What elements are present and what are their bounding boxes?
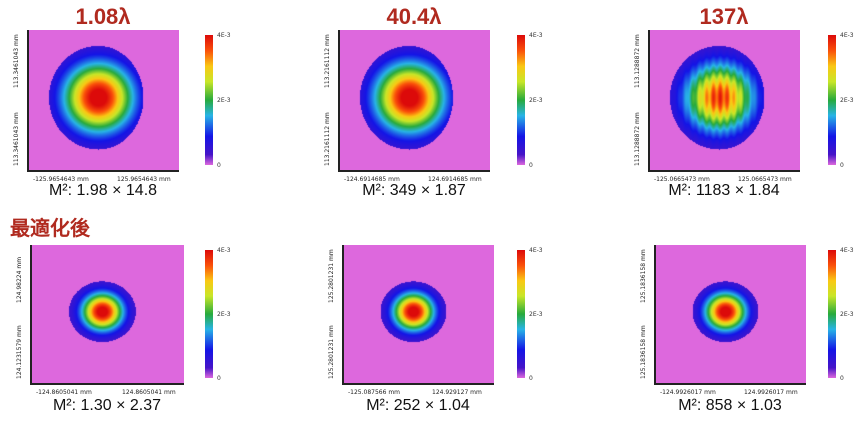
m2-caption: M²: 1183 × 1.84 [668, 182, 780, 199]
chart-title: 1.08λ [75, 4, 131, 29]
beam-profile-plot [27, 30, 179, 172]
colorbar [517, 250, 525, 378]
section-label: 最適化後 [10, 216, 90, 240]
colorbar [205, 35, 213, 165]
colorbar-tick-label: 4E-3 [529, 247, 543, 254]
x-tick-label: -125.0665473 mm [654, 176, 710, 183]
y-tick-label: 124.98224 mm [16, 256, 23, 303]
chart-title: 40.4λ [386, 4, 442, 29]
x-tick-label: -125.9654643 mm [33, 176, 89, 183]
colorbar-tick-label: 4E-3 [217, 32, 231, 39]
x-tick-label: 125.0665473 mm [738, 176, 792, 183]
colorbar [205, 250, 213, 378]
y-tick-label: 125.2801231 mm [328, 249, 335, 303]
colorbar [828, 250, 836, 378]
beam-heatmap [344, 245, 494, 383]
x-tick-label: -125.087566 mm [348, 389, 401, 396]
colorbar-tick-label: 2E-3 [217, 97, 231, 104]
beam-profile-plot [30, 245, 184, 385]
x-tick-label: 125.9654643 mm [117, 176, 171, 183]
m2-caption: M²: 1.98 × 14.8 [48, 182, 158, 199]
colorbar-tick-label: 4E-3 [217, 247, 231, 254]
colorbar-tick-label: 0 [529, 162, 533, 169]
colorbar-tick-label: 2E-3 [529, 311, 543, 318]
beam-profile-plot [648, 30, 800, 172]
beam-heatmap [32, 245, 184, 383]
colorbar-tick-label: 2E-3 [217, 311, 231, 318]
x-tick-label: 124.9926017 mm [744, 389, 798, 396]
colorbar-tick-label: 4E-3 [529, 32, 543, 39]
x-tick-label: -124.8605041 mm [36, 389, 92, 396]
x-tick-label: -124.6914685 mm [344, 176, 400, 183]
colorbar-tick-label: 0 [840, 375, 844, 382]
y-tick-label: 124.1231579 mm [16, 325, 23, 379]
y-tick-label: 113.3461043 mm [13, 112, 20, 166]
y-tick-label: 113.2161112 mm [324, 34, 331, 88]
beam-profile-plot [342, 245, 494, 385]
colorbar-tick-label: 4E-3 [840, 32, 854, 39]
m2-caption: M²: 252 × 1.04 [366, 397, 470, 414]
colorbar-tick-label: 0 [217, 162, 221, 169]
colorbar-tick-label: 4E-3 [840, 247, 854, 254]
y-tick-label: 113.1288872 mm [634, 112, 641, 166]
y-tick-label: 125.2801231 mm [328, 325, 335, 379]
y-tick-label: 113.1288872 mm [634, 34, 641, 88]
beam-heatmap [29, 30, 179, 170]
y-tick-label: 125.1836158 mm [640, 325, 647, 379]
x-tick-label: 124.929127 mm [432, 389, 482, 396]
beam-heatmap [656, 245, 806, 383]
colorbar-tick-label: 2E-3 [840, 311, 854, 318]
m2-caption: M²: 858 × 1.03 [678, 397, 782, 414]
y-tick-label: 113.3461043 mm [13, 34, 20, 88]
chart-title: 137λ [699, 4, 749, 29]
x-tick-label: -124.9926017 mm [660, 389, 716, 396]
colorbar [828, 35, 836, 165]
colorbar-tick-label: 2E-3 [529, 97, 543, 104]
beam-heatmap [340, 30, 490, 170]
beam-profile-plot [338, 30, 490, 172]
x-tick-label: 124.6914685 mm [428, 176, 482, 183]
colorbar-tick-label: 0 [529, 375, 533, 382]
beam-profile-plot [654, 245, 806, 385]
m2-caption: M²: 349 × 1.87 [362, 182, 466, 199]
colorbar-tick-label: 0 [840, 162, 844, 169]
colorbar-tick-label: 0 [217, 375, 221, 382]
beam-heatmap [650, 30, 800, 170]
colorbar-tick-label: 2E-3 [840, 97, 854, 104]
x-tick-label: 124.8605041 mm [122, 389, 176, 396]
y-tick-label: 125.1836158 mm [640, 249, 647, 303]
y-tick-label: 113.2161112 mm [324, 112, 331, 166]
colorbar [517, 35, 525, 165]
m2-caption: M²: 1.30 × 2.37 [52, 397, 162, 414]
